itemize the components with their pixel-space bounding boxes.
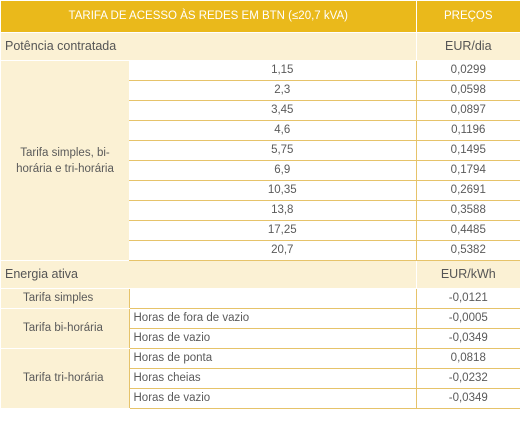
power-kva: 2,3: [129, 80, 417, 101]
section-energy-unit: EUR/kWh: [415, 260, 521, 289]
power-price: 0,2691: [415, 180, 521, 201]
power-kva: 3,45: [129, 100, 417, 121]
tariff-simple-label: Tarifa simples: [1, 288, 129, 309]
table-row: 17,25 0,4485: [1, 220, 521, 241]
power-kva: 6,9: [129, 160, 417, 181]
period-label: Horas cheias: [128, 368, 417, 389]
table-row: Tarifa bi-horária Horas de fora de vazio…: [1, 308, 521, 349]
period-label: Horas de fora de vazio: [128, 308, 417, 329]
period-price: -0,0232: [415, 368, 521, 389]
power-price: 0,4485: [415, 220, 521, 241]
table-row: 3,45 0,0897: [1, 100, 521, 121]
tariff-table: TARIFA DE ACESSO ÀS REDES EM BTN (≤20,7 …: [1, 1, 521, 409]
price-column-header: PREÇOS: [416, 1, 521, 33]
section-power-label: Potência contratada: [1, 32, 417, 61]
section-power-unit: EUR/dia: [415, 32, 521, 61]
power-kva: 17,25: [129, 220, 417, 241]
power-price: 0,1196: [415, 120, 521, 141]
tariff-simple-price: -0,0121: [415, 288, 521, 309]
power-kva: 5,75: [129, 140, 417, 161]
table-row: Tarifa simples, bi-horária e tri-horária…: [1, 60, 521, 261]
table-row: 20,7 0,5382: [1, 240, 521, 261]
power-price: 0,0598: [415, 80, 521, 101]
power-kva: 10,35: [129, 180, 417, 201]
period-price: 0,0818: [415, 348, 521, 369]
table-row: 2,3 0,0598: [1, 80, 521, 101]
period-label: Horas de vazio: [128, 388, 417, 409]
table-row: 13,8 0,3588: [1, 200, 521, 221]
period-price: -0,0349: [415, 328, 521, 349]
section-energy-label: Energia ativa: [1, 260, 417, 289]
table-row: Horas de vazio -0,0349: [1, 328, 521, 349]
power-kva: 4,6: [129, 120, 417, 141]
power-price: 0,0897: [415, 100, 521, 121]
empty-cell: [128, 288, 417, 309]
power-kva: 13,8: [129, 200, 417, 221]
tariff-bi-label: Tarifa bi-horária: [1, 308, 129, 349]
table-row: Tarifa tri-horária Horas de ponta 0,0818: [1, 348, 521, 409]
power-kva: 20,7: [129, 240, 417, 261]
power-price: 0,5382: [415, 240, 521, 261]
period-price: -0,0349: [415, 388, 521, 409]
table-row: Horas cheias -0,0232: [1, 368, 521, 389]
table-row: 10,35 0,2691: [1, 180, 521, 201]
power-group-label: Tarifa simples, bi-horária e tri-horária: [1, 60, 129, 261]
table-row: 6,9 0,1794: [1, 160, 521, 181]
tariff-tri-label: Tarifa tri-horária: [1, 348, 129, 409]
table-row: 5,75 0,1495: [1, 140, 521, 161]
power-price: 0,1495: [415, 140, 521, 161]
period-price: -0,0005: [415, 308, 521, 329]
period-label: Horas de ponta: [128, 348, 417, 369]
table-title: TARIFA DE ACESSO ÀS REDES EM BTN (≤20,7 …: [1, 1, 417, 33]
power-price: 0,1794: [415, 160, 521, 181]
power-price: 0,3588: [415, 200, 521, 221]
power-price: 0,0299: [415, 60, 521, 81]
period-label: Horas de vazio: [128, 328, 417, 349]
table-row: Tarifa simples -0,0121: [1, 288, 521, 309]
power-kva: 1,15: [129, 60, 417, 81]
section-power: Potência contratada EUR/dia: [1, 32, 521, 61]
table-row: Horas de vazio -0,0349: [1, 388, 521, 409]
table-row: 4,6 0,1196: [1, 120, 521, 141]
table-header: TARIFA DE ACESSO ÀS REDES EM BTN (≤20,7 …: [1, 1, 521, 33]
section-energy: Energia ativa EUR/kWh: [1, 260, 521, 289]
